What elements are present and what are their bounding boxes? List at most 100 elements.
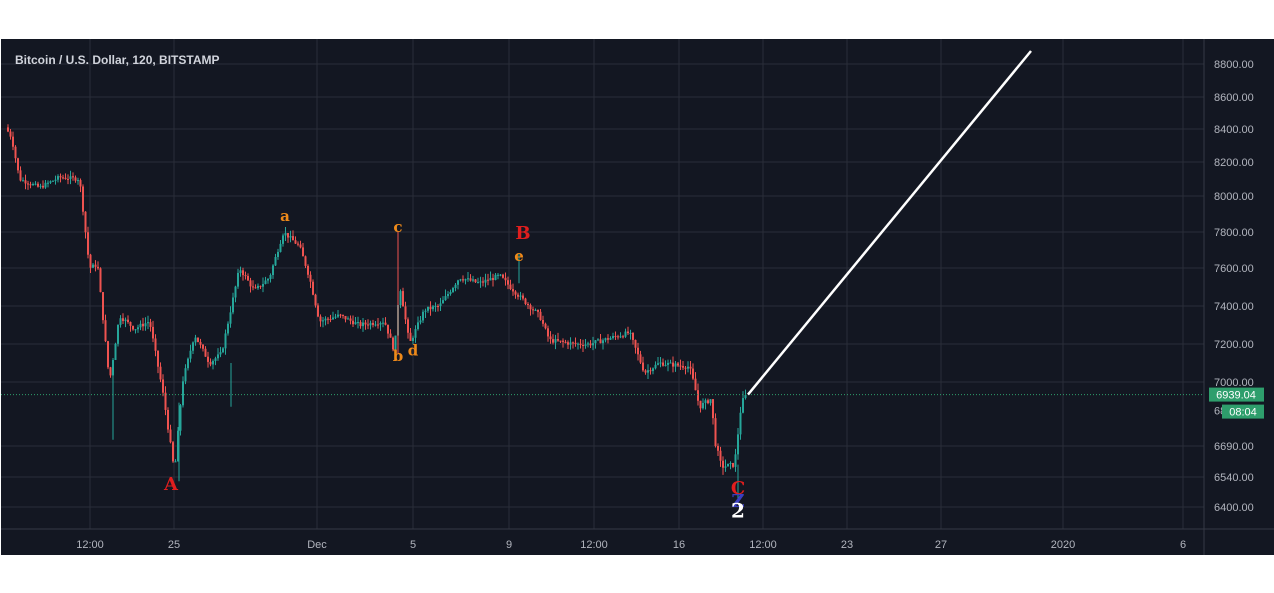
candle <box>384 322 387 325</box>
candle <box>462 279 464 281</box>
candle <box>422 311 424 321</box>
candle <box>512 289 514 292</box>
candle <box>514 291 517 295</box>
candle <box>37 183 39 187</box>
candle <box>419 320 422 323</box>
candle <box>459 279 462 281</box>
y-tick-label: 8800.00 <box>1214 59 1254 71</box>
candle <box>692 368 694 379</box>
y-tick-label: 7400.00 <box>1214 301 1254 313</box>
candle <box>529 305 532 310</box>
candle <box>389 333 392 338</box>
candle <box>344 315 347 320</box>
candle <box>177 430 179 462</box>
candle <box>237 272 239 287</box>
candle <box>354 322 357 325</box>
candle <box>352 320 354 325</box>
countdown-tag <box>1222 404 1264 419</box>
candle <box>242 270 244 276</box>
candle <box>524 298 527 304</box>
wave-label-c: c <box>393 218 402 236</box>
candle <box>277 251 279 257</box>
candle <box>674 363 677 367</box>
x-tick-label: 25 <box>168 539 180 551</box>
candle <box>607 338 609 340</box>
candle <box>199 341 202 345</box>
chart-area[interactable]: 8800.00 8600.00 8400.00 8200.00 8000.00 7800.… <box>1 39 1274 555</box>
candle <box>314 294 317 306</box>
candle <box>12 136 14 147</box>
candle <box>619 336 622 338</box>
candle <box>197 337 199 342</box>
candle <box>42 185 44 188</box>
candle <box>729 462 732 464</box>
candle <box>549 336 552 340</box>
candle <box>714 418 717 446</box>
candle <box>224 333 227 349</box>
candle <box>509 284 512 290</box>
candle <box>9 131 12 137</box>
y-tick-label: 6540.00 <box>1214 472 1254 484</box>
candle <box>479 281 482 283</box>
candle <box>147 322 149 324</box>
candle <box>434 306 437 308</box>
candle <box>219 352 222 355</box>
candle <box>689 366 692 369</box>
candle <box>184 368 187 382</box>
candle <box>102 292 104 321</box>
candle <box>494 274 497 280</box>
price-chart[interactable]: 8800.00 8600.00 8400.00 8200.00 8000.00 7800.… <box>1 39 1274 555</box>
candle <box>539 311 542 321</box>
candle <box>467 278 469 280</box>
candle <box>474 279 477 283</box>
candle <box>712 399 714 419</box>
candle <box>47 182 49 184</box>
y-tick-label: 7200.00 <box>1214 339 1254 351</box>
candle <box>662 362 664 366</box>
candle <box>172 442 174 462</box>
candle <box>644 370 647 373</box>
candle <box>264 280 267 284</box>
candle <box>587 343 589 345</box>
candle <box>322 320 324 322</box>
candle <box>447 294 449 297</box>
candle <box>579 343 582 345</box>
candle <box>399 291 402 306</box>
candle <box>294 240 297 244</box>
y-tick-label: 6690.00 <box>1214 441 1254 453</box>
candle <box>727 463 729 467</box>
x-tick-label: 9 <box>506 539 512 551</box>
candle <box>94 264 97 267</box>
candle <box>149 322 152 327</box>
candle <box>64 177 67 179</box>
candle <box>34 183 37 185</box>
candle <box>497 274 499 276</box>
candle <box>657 363 659 365</box>
candle <box>392 337 394 350</box>
candle <box>442 300 444 304</box>
candle <box>117 324 119 344</box>
x-tick-label: 12:00 <box>580 539 608 551</box>
wave-label-B: B <box>515 223 530 244</box>
x-tick-label: 6 <box>1180 539 1186 551</box>
candle <box>244 275 247 277</box>
candle <box>297 243 299 245</box>
candle <box>82 186 84 212</box>
candle <box>302 247 304 257</box>
candle <box>44 182 47 188</box>
y-tick-label: 7800.00 <box>1214 227 1254 239</box>
countdown-label: 08:04 <box>1229 407 1257 419</box>
candle <box>572 342 574 344</box>
candle <box>647 370 649 373</box>
candle <box>622 336 624 338</box>
candle <box>562 340 564 342</box>
candle <box>684 367 687 369</box>
candle <box>679 365 682 367</box>
candle <box>687 366 689 369</box>
candle <box>307 265 309 275</box>
wave-label-Z: Z <box>731 491 744 512</box>
candle <box>504 277 507 281</box>
candle <box>217 354 219 359</box>
candle <box>734 454 737 467</box>
candle <box>32 184 34 186</box>
